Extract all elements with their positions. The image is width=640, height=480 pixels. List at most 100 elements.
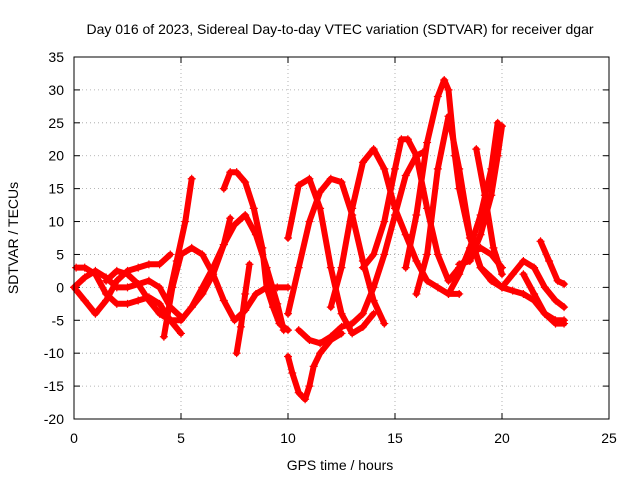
series-track-21 <box>498 257 569 312</box>
data-point <box>412 210 421 219</box>
data-point <box>551 296 560 305</box>
data-point <box>337 263 346 272</box>
data-point <box>241 178 250 187</box>
data-point <box>80 296 89 305</box>
series-track-8 <box>219 168 292 335</box>
x-tick-label: 25 <box>601 430 617 446</box>
data-point <box>369 309 378 318</box>
data-point <box>112 299 121 308</box>
series-line <box>285 175 388 327</box>
data-point <box>540 283 549 292</box>
series-line <box>537 238 568 288</box>
data-point <box>219 240 228 249</box>
data-point <box>423 138 432 147</box>
data-point <box>72 263 81 272</box>
data-point <box>134 280 143 289</box>
series-track-12 <box>284 174 378 338</box>
data-point <box>553 276 562 285</box>
data-point <box>177 329 185 338</box>
data-point <box>275 319 284 328</box>
data-point <box>123 283 132 292</box>
data-point <box>348 329 357 338</box>
y-tick-label: -20 <box>44 411 64 427</box>
data-point <box>380 319 389 328</box>
data-point <box>369 250 378 259</box>
y-tick-label: -15 <box>44 378 64 394</box>
data-point <box>401 171 410 180</box>
data-point <box>498 283 506 292</box>
data-point <box>241 210 250 219</box>
y-tick-label: -5 <box>52 312 65 328</box>
x-axis-label: GPS time / hours <box>287 457 394 473</box>
data-point <box>444 85 453 94</box>
data-point <box>433 283 442 292</box>
data-point <box>380 164 389 173</box>
data-point <box>369 145 378 154</box>
data-point <box>166 250 175 259</box>
data-point <box>380 250 389 259</box>
data-point <box>560 280 569 289</box>
data-point <box>348 204 357 213</box>
data-point <box>232 168 241 177</box>
data-point <box>444 276 453 285</box>
data-point <box>134 296 143 305</box>
data-point <box>91 309 100 318</box>
data-point <box>489 243 498 252</box>
data-point <box>487 276 496 285</box>
data-point <box>241 289 250 298</box>
series-line <box>445 119 501 297</box>
data-point <box>519 289 528 298</box>
data-point <box>326 332 335 341</box>
data-point <box>230 316 239 325</box>
data-point <box>337 309 346 318</box>
data-point <box>198 250 207 259</box>
x-tick-label: 5 <box>177 430 185 446</box>
data-point <box>358 263 367 272</box>
data-point <box>123 299 132 308</box>
chart-title: Day 016 of 2023, Sidereal Day-to-day VTE… <box>86 21 593 37</box>
data-point <box>144 276 153 285</box>
data-point <box>337 178 346 187</box>
series-line <box>473 146 505 278</box>
series-track-9 <box>232 260 254 358</box>
data-point <box>123 270 132 279</box>
data-point <box>412 289 421 298</box>
data-point <box>294 326 303 335</box>
series-track-6 <box>164 174 196 305</box>
series-line <box>165 175 195 304</box>
data-point <box>294 181 303 190</box>
data-point <box>433 164 442 173</box>
data-point <box>316 339 325 348</box>
data-point <box>493 118 502 127</box>
data-point <box>472 145 481 154</box>
data-point <box>444 112 453 121</box>
data-point <box>433 92 442 101</box>
data-point <box>455 164 464 173</box>
data-point <box>284 309 292 318</box>
x-tick-label: 20 <box>494 430 510 446</box>
data-point <box>391 204 399 213</box>
data-point <box>134 263 143 272</box>
data-point <box>536 237 545 246</box>
data-point <box>480 191 489 200</box>
y-axis-label: SDTVAR / TECUs <box>5 182 21 294</box>
series-track-22 <box>519 270 569 328</box>
data-point <box>80 273 89 282</box>
data-point <box>358 322 367 331</box>
data-point <box>284 352 292 361</box>
y-tick-label: 10 <box>48 214 64 230</box>
data-point <box>80 263 89 272</box>
data-point <box>305 174 314 183</box>
data-point <box>348 319 357 328</box>
data-point <box>305 336 314 345</box>
data-point <box>102 296 111 305</box>
data-point <box>412 257 421 266</box>
data-point <box>155 309 164 318</box>
tick-labels: 0 5 10 15 20 25 -20 -15 -10 -5 0 5 10 15 20 25 30 35 <box>44 49 617 446</box>
data-point <box>476 263 485 272</box>
x-tick-label: 0 <box>70 430 78 446</box>
data-point <box>249 204 258 213</box>
data-point <box>369 283 378 292</box>
data-point <box>187 303 196 312</box>
